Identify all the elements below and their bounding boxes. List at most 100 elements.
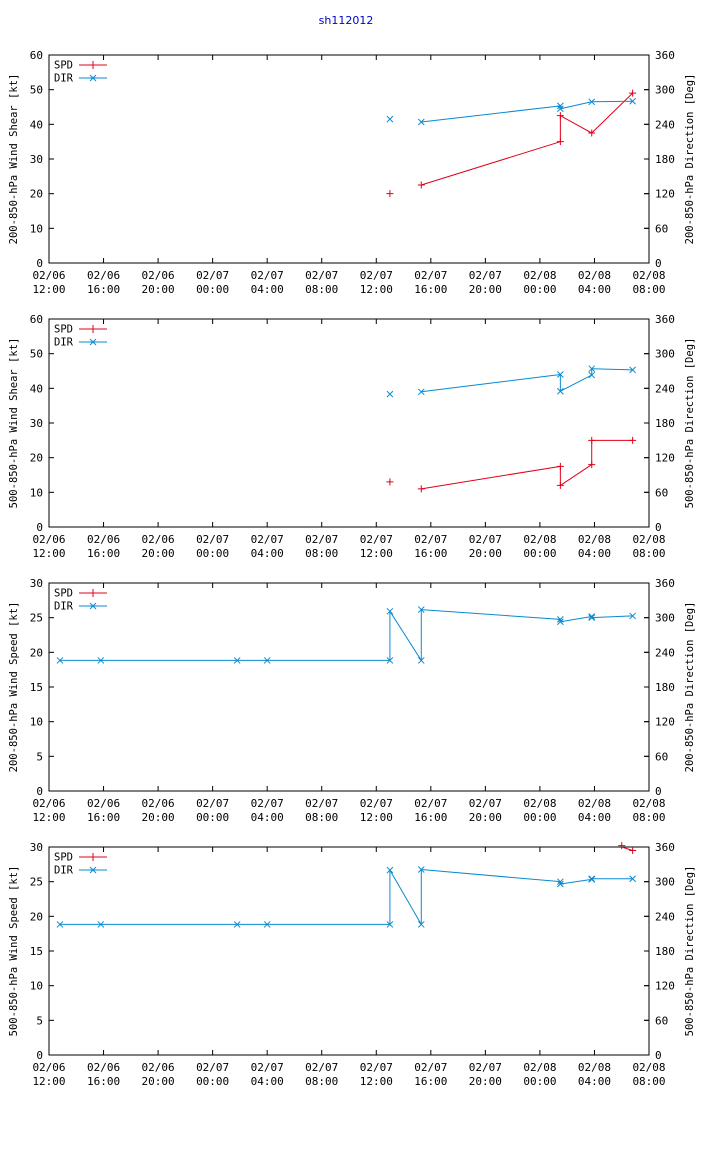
spd-point — [629, 89, 637, 97]
x-tick-label-time: 16:00 — [414, 1075, 447, 1088]
dir-point — [417, 388, 425, 396]
y-left-tick-label: 15 — [30, 945, 43, 958]
y-left-axis-label: 500-850-hPa Wind Shear [kt] — [8, 338, 20, 509]
y-right-tick-label: 60 — [655, 750, 668, 763]
x-tick-label-date: 02/06 — [87, 533, 120, 546]
plot-frame — [48, 318, 650, 528]
y-right-tick-label: 120 — [655, 716, 675, 729]
dir-point — [97, 657, 105, 664]
spd-point — [556, 462, 564, 470]
spd-point — [556, 481, 564, 489]
dir-segment — [560, 616, 592, 623]
x-tick-label-date: 02/07 — [360, 1061, 393, 1074]
dir-point — [557, 618, 564, 626]
chart-panel-2: 010203040506006012018024030036002/0612:0… — [8, 313, 696, 560]
x-tick-label-date: 02/07 — [196, 797, 229, 810]
x-tick-label-time: 16:00 — [87, 811, 120, 824]
y-left-axis-label: 500-850-hPa Wind Speed [kt] — [8, 866, 20, 1037]
series-dir — [56, 606, 636, 664]
series-spd — [386, 89, 637, 198]
x-tick-label-date: 02/07 — [469, 533, 502, 546]
y-right-tick-label: 0 — [655, 785, 662, 798]
legend-dir-marker — [89, 338, 97, 346]
y-left-tick-label: 10 — [30, 980, 43, 993]
dir-point — [629, 875, 636, 883]
y-right-tick-label: 300 — [655, 612, 675, 625]
y-right-tick-label: 240 — [655, 382, 675, 395]
spd-segment — [421, 141, 561, 186]
x-tick-label-time: 00:00 — [523, 547, 556, 560]
spd-segment — [621, 846, 633, 851]
dir-point — [386, 390, 394, 398]
x-tick-label-date: 02/07 — [305, 797, 338, 810]
x-tick-label-time: 20:00 — [469, 1075, 502, 1088]
x-tick-label-date: 02/07 — [196, 269, 229, 282]
y-right-axis-label: 200-850-hPa Direction [Deg] — [684, 74, 696, 245]
x-tick-label-time: 12:00 — [32, 1075, 65, 1088]
dir-segment — [389, 869, 422, 925]
x-tick-label-date: 02/07 — [251, 797, 284, 810]
x-tick-label-date: 02/08 — [523, 533, 556, 546]
y-left-tick-label: 40 — [30, 118, 43, 131]
x-tick-label-date: 02/07 — [469, 797, 502, 810]
dir-point — [417, 657, 425, 664]
y-right-tick-label: 180 — [655, 945, 675, 958]
y-left-tick-label: 5 — [36, 750, 43, 763]
legend-spd-marker — [89, 589, 97, 597]
x-tick-label-time: 12:00 — [32, 547, 65, 560]
x-tick-label-time: 00:00 — [523, 283, 556, 296]
y-left-tick-label: 10 — [30, 222, 43, 235]
x-tick-label-time: 20:00 — [142, 283, 175, 296]
x-tick-label-date: 02/07 — [305, 533, 338, 546]
dir-point — [588, 98, 596, 106]
x-tick-label-time: 12:00 — [360, 811, 393, 824]
x-tick-label-time: 08:00 — [305, 547, 338, 560]
legend-dir-label: DIR — [54, 337, 74, 349]
legend-dir-marker — [89, 866, 97, 874]
x-tick-label-time: 00:00 — [523, 811, 556, 824]
y-left-tick-label: 60 — [30, 313, 43, 326]
x-tick-label-date: 02/08 — [578, 533, 611, 546]
y-left-axis-label: 200-850-hPa Wind Shear [kt] — [8, 74, 20, 245]
dir-segment — [421, 373, 561, 393]
x-tick-label-time: 16:00 — [414, 547, 447, 560]
y-left-tick-label: 0 — [36, 1049, 43, 1062]
series-dir — [386, 97, 636, 126]
y-left-tick-label: 0 — [36, 521, 43, 534]
x-tick-label-time: 12:00 — [360, 1075, 393, 1088]
x-tick-label-date: 02/07 — [469, 269, 502, 282]
y-left-tick-label: 60 — [30, 49, 43, 62]
x-tick-label-date: 02/08 — [578, 1061, 611, 1074]
y-left-tick-label: 50 — [30, 84, 43, 97]
dir-point — [386, 657, 394, 664]
y-right-tick-label: 360 — [655, 577, 675, 590]
y-left-tick-label: 20 — [30, 188, 43, 201]
x-tick-label-date: 02/07 — [305, 269, 338, 282]
dir-point — [557, 387, 564, 395]
x-tick-label-time: 16:00 — [87, 547, 120, 560]
x-tick-label-time: 00:00 — [196, 547, 229, 560]
y-right-tick-label: 240 — [655, 118, 675, 131]
x-tick-label-time: 08:00 — [305, 283, 338, 296]
series-dir — [56, 866, 636, 928]
series-spd — [618, 842, 637, 854]
x-tick-label-time: 08:00 — [305, 811, 338, 824]
x-tick-label-date: 02/08 — [578, 797, 611, 810]
y-right-tick-label: 120 — [655, 452, 675, 465]
spd-point — [556, 112, 564, 120]
x-tick-label-time: 08:00 — [632, 811, 665, 824]
y-right-tick-label: 180 — [655, 681, 675, 694]
dir-segment — [591, 615, 633, 619]
spd-segment — [421, 465, 561, 490]
x-tick-label-time: 08:00 — [305, 1075, 338, 1088]
x-tick-label-date: 02/07 — [360, 269, 393, 282]
y-right-tick-label: 60 — [655, 486, 668, 499]
spd-point — [386, 190, 394, 198]
y-left-tick-label: 15 — [30, 681, 43, 694]
y-left-tick-label: 0 — [36, 257, 43, 270]
dir-segment — [389, 611, 422, 661]
dir-point — [629, 97, 636, 105]
dir-segment — [421, 609, 561, 620]
spd-segment — [591, 92, 633, 134]
x-tick-label-date: 02/08 — [578, 269, 611, 282]
